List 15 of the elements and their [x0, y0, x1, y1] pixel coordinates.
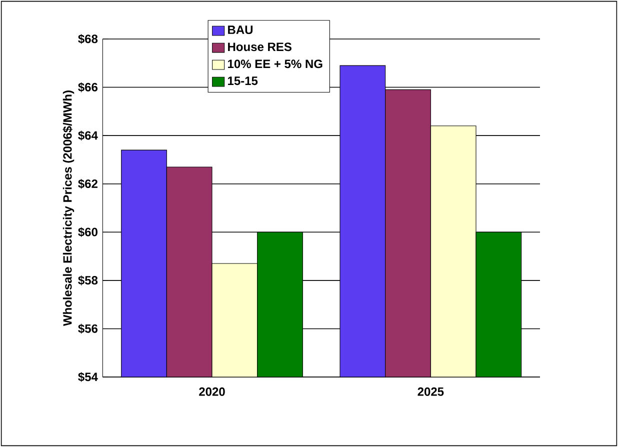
- x-tick-label: 2025: [418, 387, 444, 396]
- legend-label: House RES: [228, 42, 292, 52]
- x-tick-label: 2020: [199, 387, 225, 396]
- legend-label: BAU: [228, 26, 253, 34]
- y-tick-label: $64: [78, 130, 98, 140]
- y-axis-title: Wholesale Electricity Prices (2006$/MWh): [62, 90, 74, 326]
- y-tick-label: $62: [78, 178, 98, 189]
- legend-label: 10% EE + 5% NG: [228, 60, 322, 68]
- y-tick-label: $58: [78, 276, 98, 286]
- legend-label: 15-15: [228, 76, 258, 86]
- y-tick-label: $60: [78, 227, 98, 238]
- y-tick-label: $54: [78, 372, 98, 382]
- y-tick-label: $66: [78, 82, 98, 92]
- y-tick-label: $56: [78, 324, 98, 334]
- y-tick-label: $68: [78, 34, 98, 44]
